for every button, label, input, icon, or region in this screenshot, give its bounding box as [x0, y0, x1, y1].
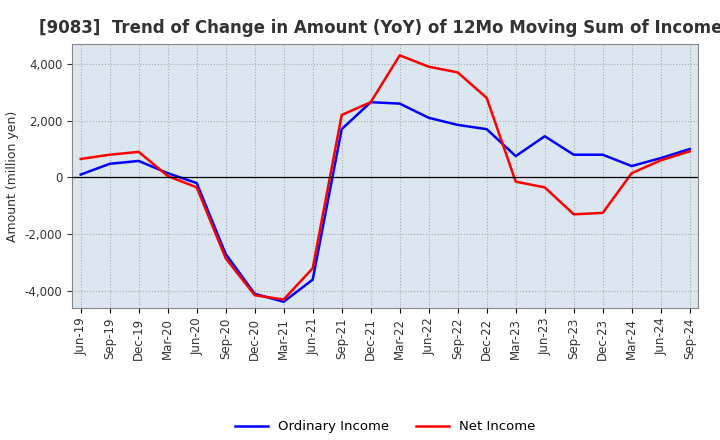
Net Income: [279, 297, 288, 302]
Ordinary Income: [395, 101, 404, 106]
Net Income: [454, 70, 462, 75]
Ordinary Income: [541, 134, 549, 139]
Ordinary Income: [424, 115, 433, 121]
Net Income: [424, 64, 433, 70]
Net Income: [163, 173, 172, 179]
Ordinary Income: [105, 161, 114, 166]
Net Income: [627, 171, 636, 176]
Ordinary Income: [454, 122, 462, 128]
Ordinary Income: [482, 127, 491, 132]
Ordinary Income: [163, 171, 172, 176]
Ordinary Income: [279, 299, 288, 304]
Ordinary Income: [338, 127, 346, 132]
Net Income: [482, 95, 491, 101]
Net Income: [221, 256, 230, 261]
Line: Ordinary Income: Ordinary Income: [81, 102, 690, 302]
Ordinary Income: [598, 152, 607, 158]
Title: [9083]  Trend of Change in Amount (YoY) of 12Mo Moving Sum of Incomes: [9083] Trend of Change in Amount (YoY) o…: [38, 19, 720, 37]
Net Income: [395, 53, 404, 58]
Net Income: [338, 112, 346, 117]
Ordinary Income: [627, 163, 636, 169]
Net Income: [570, 212, 578, 217]
Line: Net Income: Net Income: [81, 55, 690, 300]
Ordinary Income: [308, 277, 317, 282]
Net Income: [366, 99, 375, 105]
Ordinary Income: [511, 154, 520, 159]
Net Income: [657, 158, 665, 163]
Ordinary Income: [135, 158, 143, 164]
Y-axis label: Amount (million yen): Amount (million yen): [6, 110, 19, 242]
Net Income: [76, 156, 85, 161]
Net Income: [685, 149, 694, 154]
Ordinary Income: [657, 155, 665, 161]
Net Income: [192, 185, 201, 190]
Ordinary Income: [685, 147, 694, 152]
Ordinary Income: [221, 251, 230, 257]
Legend: Ordinary Income, Net Income: Ordinary Income, Net Income: [230, 415, 541, 439]
Net Income: [598, 210, 607, 216]
Ordinary Income: [76, 172, 85, 177]
Ordinary Income: [366, 99, 375, 105]
Net Income: [135, 149, 143, 154]
Ordinary Income: [192, 180, 201, 186]
Net Income: [105, 152, 114, 158]
Net Income: [251, 293, 259, 298]
Net Income: [511, 179, 520, 184]
Ordinary Income: [570, 152, 578, 158]
Net Income: [541, 185, 549, 190]
Ordinary Income: [251, 291, 259, 297]
Net Income: [308, 266, 317, 271]
